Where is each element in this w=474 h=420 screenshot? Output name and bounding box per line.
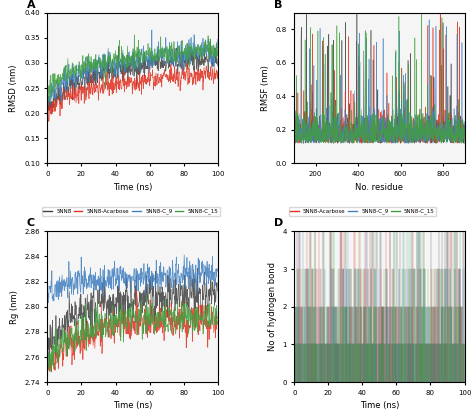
X-axis label: Time (ns): Time (ns) <box>360 402 399 410</box>
Text: C: C <box>27 218 35 228</box>
Text: B: B <box>274 0 282 10</box>
Y-axis label: No of hydrogen bond: No of hydrogen bond <box>267 262 276 351</box>
Legend: 5NN8-Acarbose, 5NN8-C_9, 5NN8-C_15: 5NN8-Acarbose, 5NN8-C_9, 5NN8-C_15 <box>289 207 437 216</box>
Text: D: D <box>274 218 283 228</box>
X-axis label: No. residue: No. residue <box>356 183 403 192</box>
Legend: 5NN8, 5NN8-Acarbose, 5NN8-C_9, 5NN8-C_15: 5NN8, 5NN8-Acarbose, 5NN8-C_9, 5NN8-C_15 <box>42 207 220 216</box>
Y-axis label: RMSF (nm): RMSF (nm) <box>261 65 270 111</box>
Y-axis label: RMSD (nm): RMSD (nm) <box>9 64 18 112</box>
Text: A: A <box>27 0 36 10</box>
Y-axis label: Rg (nm): Rg (nm) <box>9 290 18 324</box>
X-axis label: Time (ns): Time (ns) <box>113 402 152 410</box>
X-axis label: Time (ns): Time (ns) <box>113 183 152 192</box>
